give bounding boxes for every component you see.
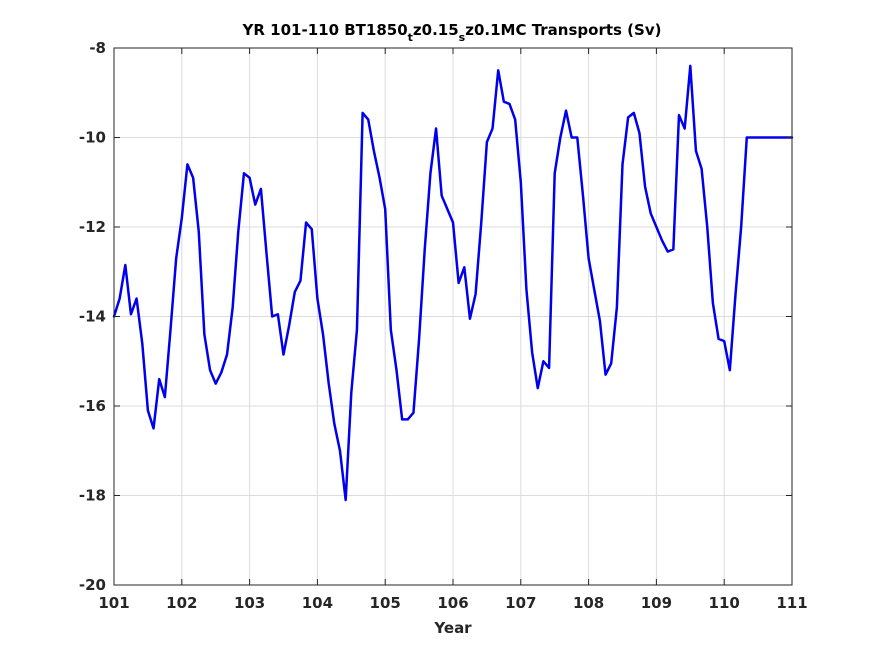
- x-tick-label: 111: [776, 594, 807, 612]
- x-tick-label: 108: [573, 594, 604, 612]
- x-tick-label: 104: [302, 594, 333, 612]
- y-tick-label: -8: [89, 39, 106, 57]
- x-axis-label: Year: [433, 619, 472, 637]
- y-tick-label: -12: [79, 218, 106, 236]
- series-line-transport: [112, 64, 794, 502]
- y-tick-label: -20: [79, 576, 106, 594]
- grid: [113, 47, 793, 586]
- series-layer: [112, 64, 794, 502]
- chart-title: YR 101-110 BT1850tz0.15sz0.1MC Transport…: [242, 21, 662, 44]
- x-tick-label: 101: [98, 594, 129, 612]
- x-tick-label: 107: [505, 594, 536, 612]
- y-tick-label: -16: [79, 397, 106, 415]
- title-subscript-2: s: [459, 31, 466, 44]
- x-tick-label: 109: [641, 594, 672, 612]
- y-tick-label: -14: [79, 308, 106, 326]
- x-tick-label: 105: [370, 594, 401, 612]
- x-tick-label: 103: [234, 594, 265, 612]
- y-tick-label: -18: [79, 487, 106, 505]
- x-tick-label: 106: [437, 594, 468, 612]
- title-subscript-1: t: [408, 31, 413, 44]
- x-tick-label: 102: [166, 594, 197, 612]
- y-tick-label: -10: [79, 129, 106, 147]
- tick-layer: 101 102 103 104 105 106 107 108 109 110 111 -20 -18 -…: [79, 39, 808, 612]
- x-tick-label: 110: [709, 594, 740, 612]
